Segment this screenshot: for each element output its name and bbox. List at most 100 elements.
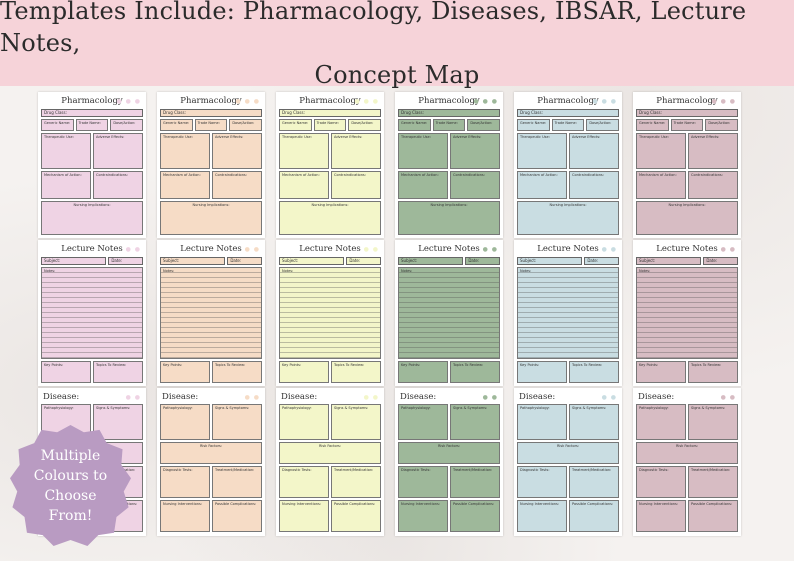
field-box: Signs & Symptoms: [450, 404, 500, 440]
nursing-box: Nursing Implications: [517, 201, 619, 235]
page-title-text: Pharmacology [61, 96, 123, 106]
date-field: Date: [584, 257, 619, 265]
subject-row: Subject: Date: [160, 256, 262, 265]
field-box: Treatment/Medication: [569, 466, 619, 498]
lecture-notes-page: Lecture Notes ● ● Subject: Date: Notes: Key P… [157, 240, 265, 386]
badge-line-1: Multiple [40, 447, 101, 464]
subject-row: Subject: Date: [636, 256, 738, 265]
page-title: Pharmacology ● ● ● [517, 94, 619, 108]
diagnostic-row: Diagnostic Tests:Treatment/Medication: [517, 466, 619, 498]
field-box: Signs & Symptoms: [93, 404, 143, 440]
field-box: Therapeutic Use: [636, 133, 686, 169]
field-box: Pathophysiology: [160, 404, 210, 440]
diagnostic-row: Diagnostic Tests:Treatment/Medication: [398, 466, 500, 498]
key-points-row: Key Points: Topics To Review: [41, 361, 143, 383]
field-box: Therapeutic Use: [160, 133, 210, 169]
confetti-icon: ● ● ● [235, 98, 260, 105]
risk-row: Risk Factors: [160, 442, 262, 464]
subject-field: Subject: [41, 257, 107, 265]
confetti-icon: ● ● [482, 394, 498, 401]
page-title: Pharmacology ● ● ● [160, 94, 262, 108]
subject-field: Subject: [517, 257, 583, 265]
notes-box: Notes: [160, 267, 262, 359]
pharmacology-page: Pharmacology ● ● ● Drug Class: Generic Name… [276, 92, 384, 238]
use-row: Therapeutic Use: Adverse Effects: [160, 133, 262, 169]
field-box: Contraindications: [688, 171, 738, 199]
confetti-icon: ● ● [125, 394, 141, 401]
pharmacology-page: Pharmacology ● ● ● Drug Class: Generic Name… [157, 92, 265, 238]
key-points-row: Key Points: Topics To Review: [279, 361, 381, 383]
key-points-row: Key Points: Topics To Review: [160, 361, 262, 383]
page-title-text: Lecture Notes [180, 244, 242, 254]
notes-box: Notes: [517, 267, 619, 359]
field-box: Possible Complications: [688, 500, 738, 532]
confetti-icon: ● ● [601, 394, 617, 401]
use-row: Therapeutic Use: Adverse Effects: [398, 133, 500, 169]
badge-line-3: Choose [44, 487, 97, 504]
page-title: Lecture Notes ● ● [398, 242, 500, 256]
page-title: Disease: ● ● [279, 390, 381, 404]
lecture-notes-page: Lecture Notes ● ● Subject: Date: Notes: Key P… [276, 240, 384, 386]
confetti-icon: ● ● ● [116, 98, 141, 105]
drug-class-field: Drug Class: [517, 109, 619, 117]
risk-row: Risk Factors: [279, 442, 381, 464]
field-box: Adverse Effects: [450, 133, 500, 169]
nursing-box: Nursing Implications: [279, 201, 381, 235]
nursing-row: Nursing Interventions:Possible Complicat… [398, 500, 500, 532]
name-box: Generic Name: [636, 119, 669, 131]
page-title: Lecture Notes ● ● [160, 242, 262, 256]
field-box: Adverse Effects: [331, 133, 381, 169]
page-title-text: Pharmacology [656, 96, 718, 106]
field-box: Mechanism of Action: [636, 171, 686, 199]
page-title-text: Lecture Notes [656, 244, 718, 254]
name-box: Dose/Action: [229, 119, 263, 131]
nursing-row: Nursing Implications: [279, 201, 381, 235]
page-title-text: Disease: [43, 392, 80, 402]
field-box: Key Points: [160, 361, 210, 383]
field-box: Key Points: [517, 361, 567, 383]
subject-row: Subject: Date: [398, 256, 500, 265]
name-box: Dose/Action: [467, 119, 501, 131]
risk-row: Risk Factors: [398, 442, 500, 464]
name-row: Generic Name: Trade Name: Dose/Action: [398, 119, 501, 131]
notes-box: Notes: [41, 267, 143, 359]
disease-page: Disease: ● ● Pathophysiology: Signs & Sympt… [395, 388, 503, 536]
field-box: Nursing Interventions: [398, 500, 448, 532]
mechanism-row: Mechanism of Action: Contraindications: [636, 171, 738, 199]
subject-row: Subject: Date: [517, 256, 619, 265]
field-box: Possible Complications: [212, 500, 262, 532]
notes-box: Notes: [636, 267, 738, 359]
page-title-text: Disease: [162, 392, 199, 402]
drug-class-field: Drug Class: [160, 109, 262, 117]
lecture-notes-page: Lecture Notes ● ● Subject: Date: Notes: Key P… [633, 240, 741, 386]
use-row: Therapeutic Use: Adverse Effects: [279, 133, 381, 169]
risk-box: Risk Factors: [279, 442, 381, 464]
name-row: Generic Name: Trade Name: Dose/Action: [517, 119, 620, 131]
page-title-text: Pharmacology [537, 96, 599, 106]
nursing-row: Nursing Interventions:Possible Complicat… [160, 500, 262, 532]
confetti-icon: ● ● [363, 246, 379, 253]
field-box: Adverse Effects: [212, 133, 262, 169]
field-box: Possible Complications: [450, 500, 500, 532]
banner-line-1: Templates Include: Pharmacology, Disease… [0, 0, 747, 57]
field-box: Therapeutic Use: [398, 133, 448, 169]
pharmacology-page: Pharmacology ● ● ● Drug Class: Generic Name… [514, 92, 622, 238]
field-box: Possible Complications: [569, 500, 619, 532]
page-title: Pharmacology ● ● ● [279, 94, 381, 108]
field-box: Adverse Effects: [93, 133, 143, 169]
template-preview-grid: Pharmacology ● ● ● Drug Class: Generic Name… [38, 92, 744, 536]
field-box: Key Points: [398, 361, 448, 383]
field-box: Mechanism of Action: [41, 171, 91, 199]
diagnostic-row: Diagnostic Tests:Treatment/Medication: [636, 466, 738, 498]
field-box: Diagnostic Tests: [398, 466, 448, 498]
confetti-icon: ● ● [720, 394, 736, 401]
disease-page: Disease: ● ● Pathophysiology: Signs & Sympt… [157, 388, 265, 536]
field-box: Contraindications: [569, 171, 619, 199]
field-box: Diagnostic Tests: [517, 466, 567, 498]
field-box: Nursing Interventions: [160, 500, 210, 532]
drug-class-field: Drug Class: [41, 109, 143, 117]
date-field: Date: [465, 257, 500, 265]
notes-box: Notes: [279, 267, 381, 359]
nursing-row: Nursing Interventions:Possible Complicat… [517, 500, 619, 532]
disease-page: Disease: ● ● Pathophysiology: Signs & Sympt… [276, 388, 384, 536]
